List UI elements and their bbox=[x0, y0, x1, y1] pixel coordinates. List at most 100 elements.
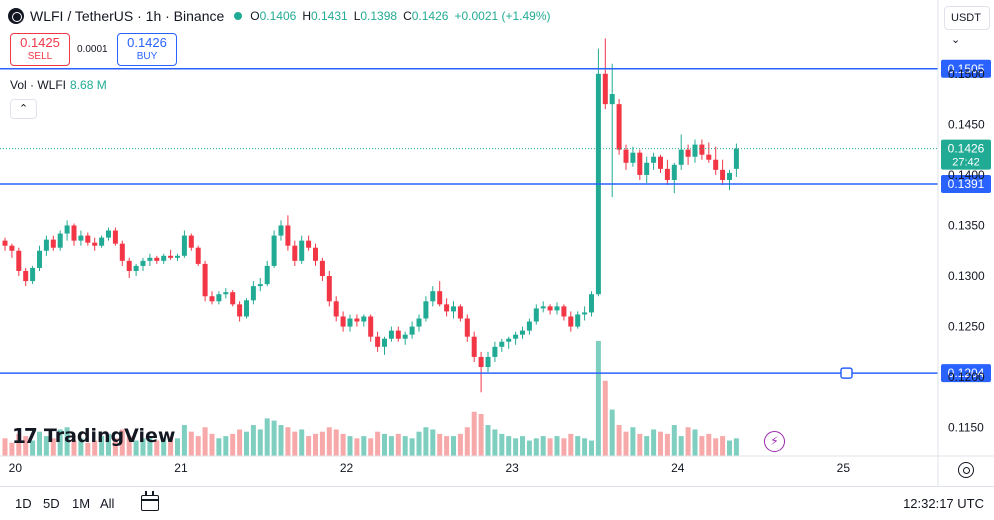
ohlc-open: O0.1406 bbox=[250, 9, 296, 23]
candle-body bbox=[326, 276, 332, 302]
volume-bar bbox=[23, 436, 29, 456]
price-change: +0.0021 (+1.49%) bbox=[454, 9, 551, 23]
utc-clock[interactable]: 12:32:17 UTC bbox=[903, 496, 984, 511]
candle-body bbox=[285, 225, 291, 246]
line-drag-handle bbox=[840, 367, 853, 379]
volume-bar bbox=[402, 436, 408, 456]
currency-selector[interactable]: USDT ⌄ bbox=[944, 6, 990, 46]
tradingview-logo[interactable]: 17 TradingView bbox=[12, 424, 175, 448]
candle-body bbox=[209, 296, 215, 302]
candle-body bbox=[147, 257, 153, 261]
candle-body bbox=[471, 336, 477, 357]
volume-bar bbox=[264, 418, 270, 456]
candle-body bbox=[651, 156, 657, 163]
buy-button[interactable]: 0.1426 BUY bbox=[117, 33, 177, 66]
sell-button[interactable]: 0.1425 SELL bbox=[10, 33, 70, 66]
range-5d-button[interactable]: 5D bbox=[43, 496, 60, 511]
volume-bar bbox=[195, 436, 201, 456]
volume-bar bbox=[561, 438, 567, 456]
volume-bar bbox=[706, 433, 712, 456]
ohlc-low-key: L bbox=[353, 9, 361, 23]
candle-body bbox=[547, 306, 553, 311]
volume-bar bbox=[133, 440, 139, 456]
range-1m-button[interactable]: 1M bbox=[72, 496, 91, 511]
candle-body bbox=[409, 326, 415, 335]
volume-bar bbox=[16, 433, 22, 456]
volume-bar bbox=[375, 431, 381, 456]
market-open-icon bbox=[234, 12, 243, 20]
range-1d-button[interactable]: 1D bbox=[15, 496, 32, 511]
volume-bar bbox=[319, 431, 325, 456]
volume-bar bbox=[630, 427, 636, 456]
tradingview-mark-icon: 17 bbox=[12, 424, 38, 448]
candle-body bbox=[347, 318, 353, 327]
volume-bar bbox=[216, 438, 222, 456]
candle-body bbox=[658, 156, 663, 169]
candle-body bbox=[133, 265, 139, 271]
candle-body bbox=[50, 239, 56, 248]
symbol-title[interactable]: WLFI / TetherUS · 1h · Binance bbox=[30, 8, 225, 24]
price-axis[interactable]: 0.1150 0.1200 0.1250 0.1300 0.1350 0.1400 0.14… bbox=[937, 0, 985, 486]
price-tick-label: 0.1300 bbox=[948, 269, 985, 283]
candle-body bbox=[244, 300, 249, 317]
volume-bar bbox=[713, 438, 719, 456]
time-axis[interactable]: 20 21 22 23 24 25 bbox=[0, 455, 994, 475]
volume-bar bbox=[513, 438, 519, 456]
candle-body bbox=[485, 356, 491, 368]
time-tick-label: 21 bbox=[174, 461, 188, 475]
volume-bar bbox=[595, 341, 601, 456]
chevron-down-icon: ⌄ bbox=[951, 34, 961, 46]
settings-icon[interactable] bbox=[958, 462, 974, 478]
candle-body bbox=[126, 260, 132, 271]
candle-body bbox=[361, 316, 367, 322]
collapse-legend-button[interactable]: ⌃ bbox=[10, 99, 37, 119]
price-tick-label: 0.1250 bbox=[948, 320, 985, 334]
calendar-icon[interactable] bbox=[141, 491, 159, 511]
volume-bar bbox=[2, 438, 8, 456]
volume-bar bbox=[50, 438, 56, 456]
volume-bar bbox=[623, 431, 629, 456]
volume-bar bbox=[409, 438, 415, 456]
volume-bar bbox=[533, 438, 539, 456]
volume-bar bbox=[492, 429, 498, 456]
candle-body bbox=[678, 149, 684, 165]
volume-bar bbox=[78, 438, 84, 456]
volume-bar bbox=[547, 438, 553, 456]
volume-bar bbox=[692, 429, 698, 456]
candle-body bbox=[602, 73, 608, 105]
ohlc-low-value: 0.1398 bbox=[360, 9, 398, 23]
volume-bar bbox=[388, 436, 394, 456]
volume-legend[interactable]: Vol · WLFI 8.68 M bbox=[10, 78, 107, 92]
candle-body bbox=[175, 255, 180, 258]
volume-legend-label: Vol · WLFI bbox=[10, 78, 67, 92]
candle-body bbox=[630, 152, 636, 163]
volume-bars bbox=[2, 341, 739, 456]
candle-body bbox=[609, 94, 615, 105]
volume-bar bbox=[333, 429, 339, 456]
wlfi-logo-icon bbox=[8, 8, 24, 24]
ohlc-open-value: 0.1406 bbox=[259, 9, 297, 23]
volume-bar bbox=[727, 440, 732, 456]
price-tick-label: 0.1150 bbox=[948, 421, 984, 435]
volume-bar bbox=[43, 436, 49, 456]
volume-bar bbox=[651, 429, 657, 456]
candle-body bbox=[506, 338, 512, 342]
candle-body bbox=[57, 233, 63, 248]
range-all-button[interactable]: All bbox=[100, 496, 115, 511]
volume-bar bbox=[299, 429, 305, 456]
candle-body bbox=[671, 164, 677, 180]
candle-body bbox=[250, 286, 256, 301]
price-tick-label: 0.1400 bbox=[948, 168, 985, 182]
candle-body bbox=[526, 321, 532, 331]
volume-bar bbox=[37, 431, 42, 456]
volume-bar bbox=[499, 433, 505, 456]
lightning-event-icon[interactable]: ⚡ bbox=[764, 431, 785, 452]
volume-bar bbox=[485, 425, 491, 456]
horizontal-line-label: 0.1505 bbox=[948, 62, 985, 76]
candle-body bbox=[181, 235, 187, 256]
ohlc-high-key: H bbox=[302, 9, 311, 23]
candle-body bbox=[451, 306, 456, 312]
symbol-legend: WLFI / TetherUS · 1h · Binance O0.1406 H… bbox=[8, 8, 551, 24]
